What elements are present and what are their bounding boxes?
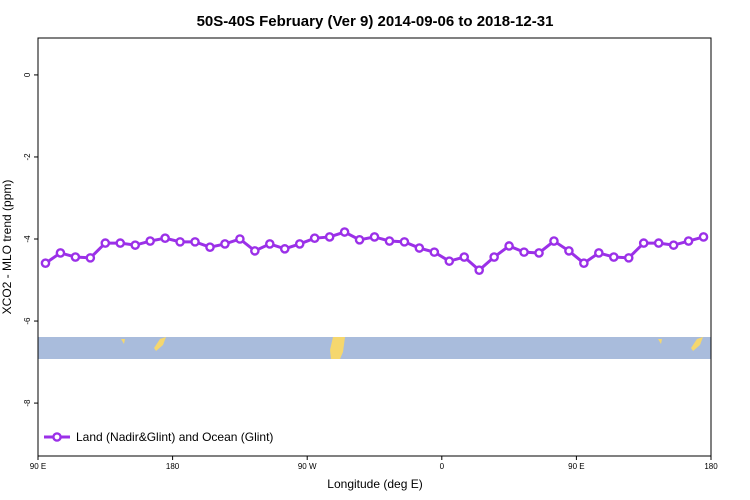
y-tick-label: -2 [23,153,32,161]
point [190,237,200,247]
point [235,234,245,244]
point [594,248,604,258]
y-tick-label: -8 [23,399,32,407]
y-axis-label: XCO2 - MLO trend (ppm) [0,180,14,315]
point [579,258,589,269]
land-patch [658,339,662,344]
point [220,239,230,249]
x-tick-label: 90 W [298,462,317,471]
chart-title: 50S-40S February (Ver 9) 2014-09-06 to 2… [197,13,554,30]
y-tick-label: -6 [23,317,32,325]
legend-marker [52,432,62,442]
y-tick-label: -4 [23,235,32,243]
x-axis-label: Longitude (deg E) [327,477,422,491]
point [399,237,410,247]
point [608,252,619,262]
point [40,258,51,269]
land-patch [691,337,703,351]
point [534,248,544,258]
point [444,256,455,266]
point [85,253,96,263]
point [549,236,559,246]
point [279,244,290,254]
point [369,232,380,242]
point [205,242,215,253]
x-tick-label: 0 [440,462,445,471]
legend-label: Land (Nadir&Glint) and Ocean (Glint) [76,430,273,444]
land-patch [154,337,166,351]
point [175,237,185,247]
point [668,240,679,250]
point [55,248,66,258]
land-patch [330,337,345,359]
x-tick-label: 90 E [568,462,584,471]
point [519,247,529,257]
point [653,238,664,248]
point [250,246,260,256]
point [309,233,320,243]
point [115,238,126,248]
point [160,233,170,243]
x-tick-label: 180 [166,462,180,471]
point [414,243,425,253]
point [324,232,335,242]
point [130,240,141,250]
plot-frame [37,37,712,457]
ocean-strip [38,337,711,359]
point [354,235,365,245]
point [698,232,709,242]
point [504,241,514,251]
point [564,246,574,256]
point [474,265,484,275]
y-tick-label: 0 [23,72,32,77]
x-tick-label: 90 E [30,462,46,471]
point [489,252,499,262]
land-patch [121,339,125,344]
point [384,236,395,246]
point [100,238,111,248]
point [429,247,440,257]
point [638,238,649,248]
point [623,253,634,263]
point [265,239,275,249]
point [339,227,350,237]
point [459,252,470,262]
x-tick-label: 180 [704,462,718,471]
point [145,236,155,246]
point [683,236,694,246]
point [70,252,81,262]
point [294,239,305,249]
